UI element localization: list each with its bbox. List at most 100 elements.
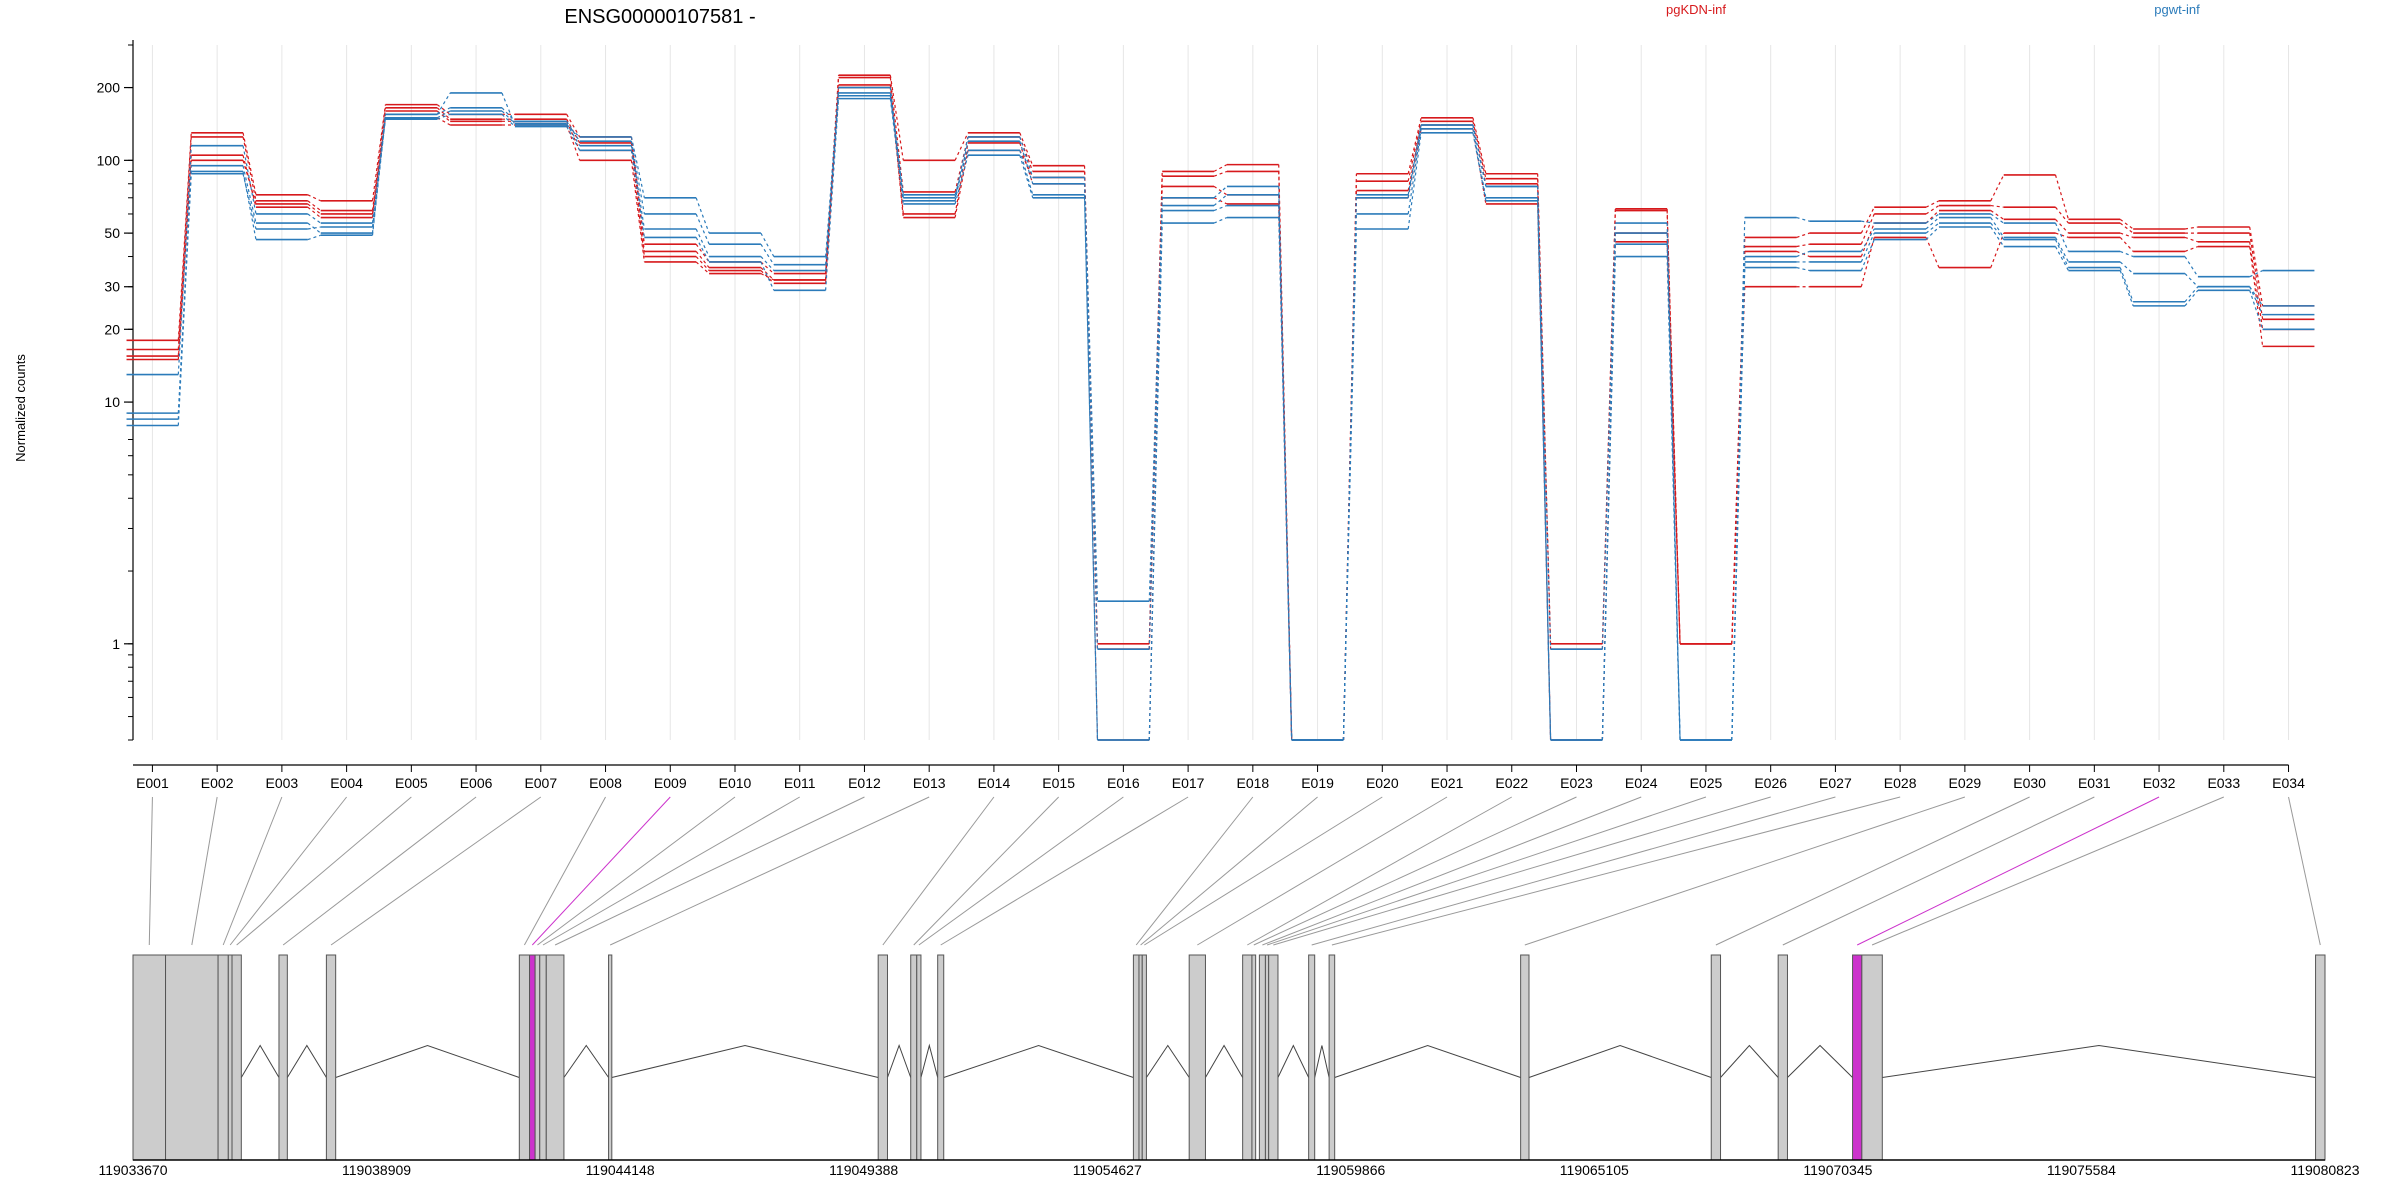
exon-connector (330, 796, 542, 946)
coord-tick-label: 119070345 (1803, 1162, 1872, 1178)
coord-tick-label: 119065105 (1560, 1162, 1629, 1178)
exon-box (1852, 954, 1863, 1161)
series-connector (307, 213, 322, 224)
series-connector (566, 124, 581, 138)
series-connector (242, 136, 257, 201)
series-connector (1860, 206, 1875, 234)
series-connector (1407, 128, 1422, 215)
series-connector (630, 145, 645, 230)
exon-connector (609, 796, 930, 946)
coord-tick-label: 119080823 (2290, 1162, 2359, 1178)
series-connector (1213, 205, 1228, 212)
exon-connector (1247, 796, 1513, 946)
intron-line (563, 1044, 609, 1078)
y-tick-label: 1 (112, 636, 120, 652)
series-connector (566, 126, 581, 151)
series-connector (1860, 232, 1875, 263)
x-tick-label: E003 (266, 775, 299, 791)
series-connector (2249, 226, 2264, 306)
x-tick-label: E015 (1042, 775, 1075, 791)
series-connector (760, 267, 775, 281)
series-connector (436, 92, 451, 115)
exon-box (534, 954, 541, 1161)
series-connector (566, 121, 581, 151)
intron-line (920, 1043, 939, 1078)
exon-connector (222, 796, 283, 946)
series-connector (954, 155, 969, 205)
series-connector (1019, 150, 1034, 178)
series-connector (2184, 256, 2199, 278)
series-connector (1148, 205, 1163, 650)
series-connector (954, 150, 969, 195)
series-connector (2249, 270, 2263, 278)
series-connector (2249, 246, 2264, 347)
exon-box (1242, 954, 1253, 1161)
exon-connector (1140, 796, 1318, 946)
series-connector (1342, 228, 1358, 741)
exon-box (545, 954, 565, 1161)
series-connector (825, 95, 840, 271)
series-connector (1213, 164, 1228, 172)
exon-box (529, 954, 536, 1161)
exon-connector (1197, 796, 1448, 946)
series-connector (1083, 197, 1099, 741)
x-tick-label: E027 (1819, 775, 1852, 791)
series-connector (371, 117, 387, 215)
x-tick-label: E008 (589, 775, 622, 791)
exon-connector (1871, 796, 2224, 946)
x-tick-label: E025 (1690, 775, 1723, 791)
series-connector (695, 197, 710, 234)
series-connector (2249, 241, 2264, 330)
x-tick-label: E023 (1560, 775, 1593, 791)
series-connector (566, 124, 581, 161)
series-connector (825, 98, 840, 291)
series-connector (437, 113, 451, 120)
exon-connector (531, 796, 671, 946)
series-connector (889, 84, 904, 215)
series-connector (242, 132, 257, 195)
series-connector (177, 173, 192, 420)
coord-tick-label: 119059866 (1316, 1162, 1385, 1178)
series-connector (371, 107, 387, 211)
exon-box (916, 954, 922, 1161)
x-tick-label: E001 (136, 775, 169, 791)
series-connector (630, 136, 645, 198)
exon-connector (1782, 796, 2095, 946)
x-tick-label: E002 (201, 775, 234, 791)
exon-connector (282, 796, 477, 946)
series-connector (1213, 194, 1228, 207)
series-connector (1731, 286, 1746, 644)
series-connector (307, 226, 321, 230)
exon-box (1861, 954, 1883, 1161)
exon-connector (918, 796, 1124, 946)
series-connector (1990, 210, 2005, 220)
x-tick-label: E007 (524, 775, 557, 791)
series-connector (1213, 216, 1228, 224)
series-connector (1990, 232, 2005, 268)
series-connector (2249, 290, 2264, 330)
series-connector (1925, 205, 1940, 215)
x-tick-label: E024 (1625, 775, 1658, 791)
series-connector (2184, 286, 2199, 303)
series-pgKDN-inf (126, 76, 2315, 741)
exon-connector (1856, 796, 2160, 946)
series-connector (1407, 121, 1422, 182)
series-connector (1925, 222, 1940, 234)
legend-label-pgKDN-inf: pgKDN-inf (1666, 2, 1726, 17)
exon-box (278, 954, 288, 1161)
exon-box (217, 954, 229, 1161)
exon-connector (537, 796, 736, 946)
series-connector (436, 107, 451, 115)
series-connector (1731, 261, 1746, 741)
exon-box (1258, 954, 1266, 1161)
exon-connector (236, 796, 412, 946)
series-connector (2055, 232, 2069, 238)
series-connector (1731, 251, 1746, 644)
series-connector (2184, 273, 2199, 288)
exon-box (165, 954, 219, 1161)
series-connector (1796, 243, 1810, 248)
series-connector (1472, 124, 1487, 187)
series-connector (436, 104, 451, 115)
intron-line (943, 1044, 1134, 1078)
series-connector (630, 150, 645, 238)
